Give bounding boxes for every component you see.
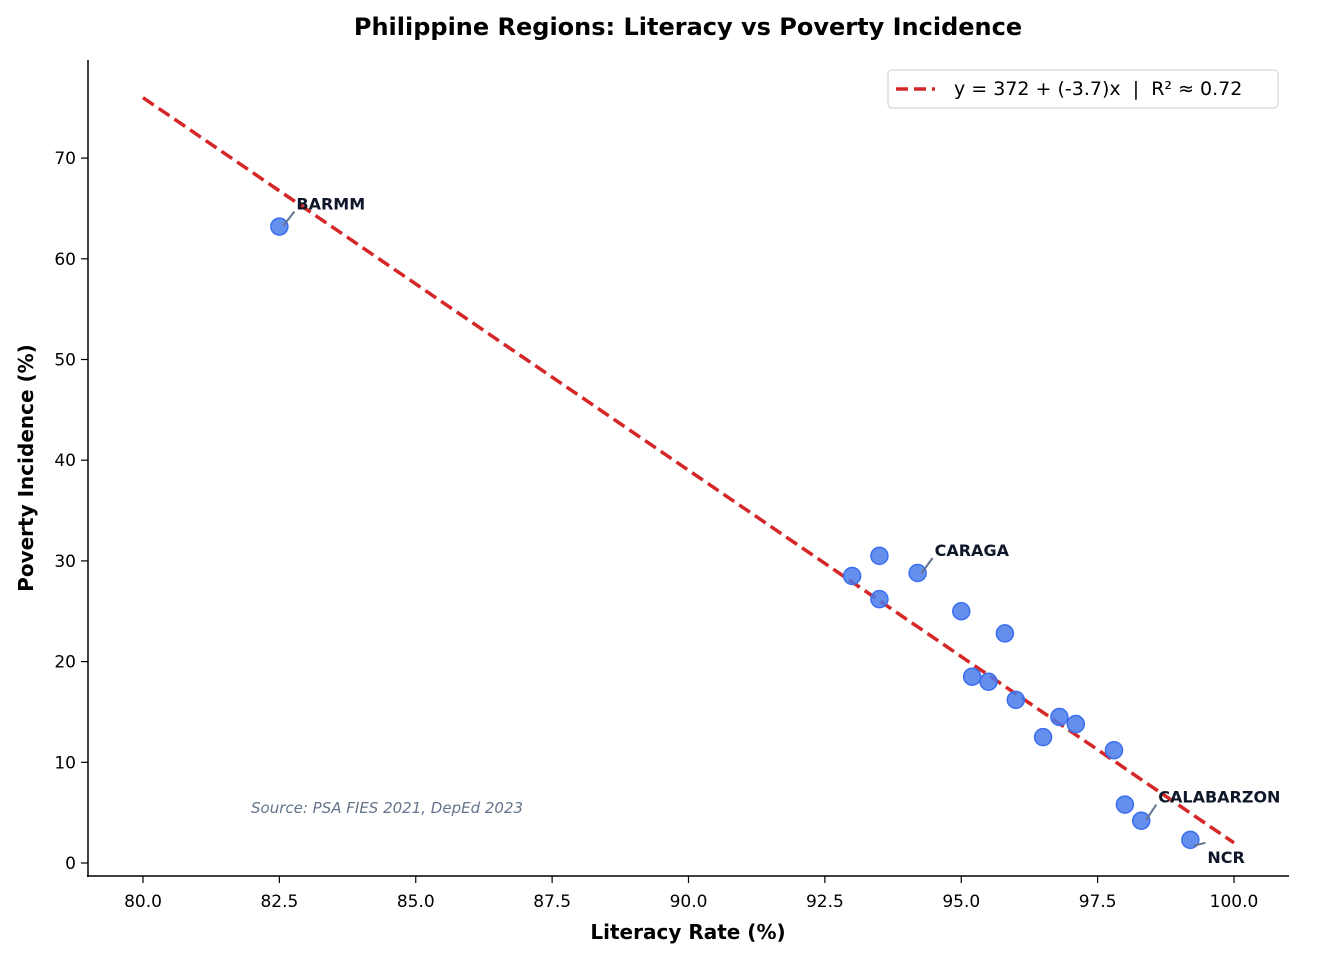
y-tick-label: 40 — [54, 451, 76, 471]
y-ticks: 0 10 20 30 40 50 60 70 — [54, 149, 88, 874]
chart-title: Philippine Regions: Literacy vs Poverty … — [354, 13, 1022, 41]
data-point — [842, 566, 862, 586]
x-axis-label: Literacy Rate (%) — [590, 920, 785, 944]
x-tick-label: 87.5 — [533, 892, 571, 912]
fit-line — [142, 96, 1235, 845]
y-tick-label: 0 — [65, 854, 76, 874]
data-point — [270, 217, 289, 236]
data-point — [870, 589, 889, 609]
y-tick-label: 10 — [54, 753, 76, 773]
data-point — [995, 624, 1015, 643]
data-point — [979, 672, 998, 691]
point-labels-group: BARMM CARAGA CALABARZON NCR — [282, 195, 1280, 867]
point-label: NCR — [1207, 848, 1244, 867]
point-label: CARAGA — [935, 541, 1010, 560]
x-tick-label: 92.5 — [806, 892, 844, 912]
data-point — [1006, 690, 1026, 710]
x-ticks: 80.0 82.5 85.0 87.5 90.0 92.5 95.0 97.5 100.0 — [124, 876, 1258, 912]
x-tick-label: 85.0 — [397, 892, 435, 912]
y-axis-label: Poverty Incidence (%) — [14, 344, 38, 592]
legend-box — [887, 69, 1279, 109]
data-point — [1104, 740, 1124, 760]
x-tick-label: 95.0 — [942, 892, 980, 912]
points-group — [270, 217, 1200, 850]
y-tick-label: 60 — [54, 250, 76, 270]
label-arrow — [1145, 804, 1158, 821]
data-point — [870, 546, 889, 566]
x-tick-label: 97.5 — [1079, 892, 1117, 912]
label-arrow — [282, 210, 296, 227]
y-tick-label: 50 — [54, 351, 76, 371]
y-tick-label: 70 — [54, 149, 76, 169]
y-tick-label: 30 — [54, 552, 76, 572]
x-tick-label: 90.0 — [670, 892, 708, 912]
legend: y = 372 + (-3.7)x | R² ≈ 0.72 — [887, 69, 1279, 109]
data-point — [952, 602, 971, 621]
point-label: CALABARZON — [1158, 788, 1280, 807]
data-point — [1066, 714, 1086, 734]
data-point — [908, 563, 927, 583]
x-tick-label: 80.0 — [124, 892, 162, 912]
data-point — [1115, 795, 1135, 814]
x-tick-label: 82.5 — [260, 892, 298, 912]
label-arrow — [1193, 841, 1206, 847]
y-tick-label: 20 — [54, 653, 76, 673]
data-point — [1132, 811, 1151, 830]
point-label: BARMM — [296, 195, 365, 214]
data-point — [1050, 707, 1069, 727]
source-annotation: Source: PSA FIES 2021, DepEd 2023 — [251, 799, 523, 817]
fit-line-group — [142, 96, 1235, 845]
legend-label: y = 372 + (-3.7)x | R² ≈ 0.72 — [954, 78, 1242, 100]
data-point — [962, 667, 982, 686]
data-point — [1181, 830, 1200, 850]
x-tick-label: 100.0 — [1210, 892, 1259, 912]
label-arrow — [920, 557, 934, 574]
data-point — [1033, 727, 1053, 747]
